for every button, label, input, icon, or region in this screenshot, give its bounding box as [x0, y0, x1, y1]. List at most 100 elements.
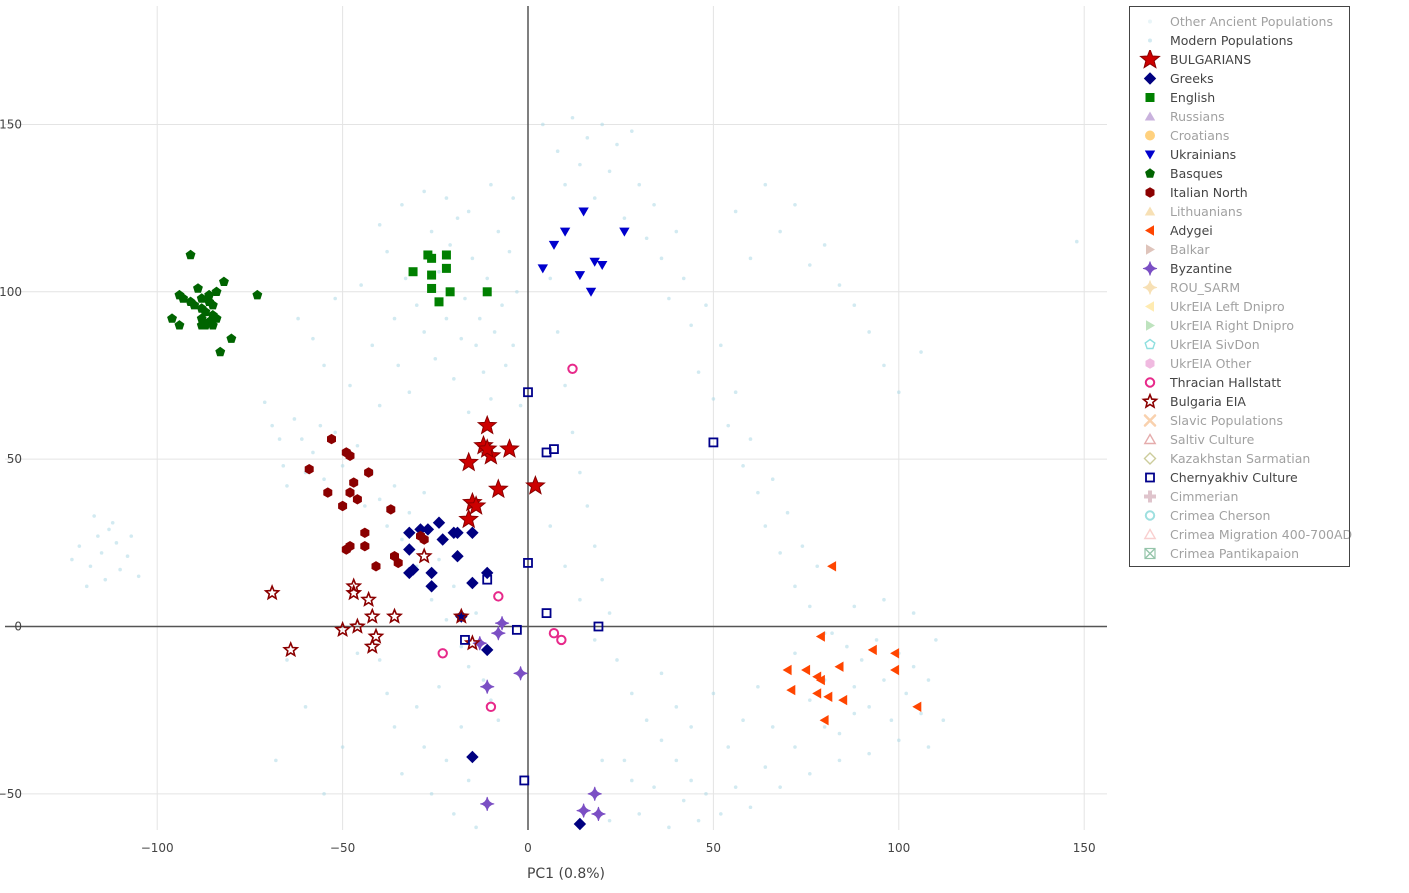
point-modern-populations	[763, 182, 768, 187]
point-modern-populations	[808, 604, 812, 609]
legend-item-russians[interactable]: Russians	[1130, 107, 1349, 126]
legend-item-rou-sarm[interactable]: ROU_SARM	[1130, 278, 1349, 297]
legend-marker-ukreia-sivdon	[1144, 338, 1156, 350]
legend-item-cimmerian[interactable]: Cimmerian	[1130, 487, 1349, 506]
point-greeks	[421, 523, 435, 536]
point-chernyakhiv-culture	[541, 608, 552, 619]
point-modern-populations	[507, 249, 512, 254]
point-english	[427, 270, 437, 280]
legend-item-byzantine[interactable]: Byzantine	[1130, 259, 1349, 278]
point-greeks	[406, 563, 420, 576]
point-modern-populations	[689, 778, 693, 783]
legend-item-modern-populations[interactable]: Modern Populations	[1130, 31, 1349, 50]
legend-symbol	[1146, 320, 1155, 331]
point-modern-populations	[822, 243, 827, 247]
point-italian-north	[360, 527, 370, 538]
point-adygei	[823, 691, 833, 702]
point-bulgaria-eia	[463, 634, 481, 651]
legend-item-ukreia-sivdon[interactable]: UkrEIA SivDon	[1130, 335, 1349, 354]
point-modern-populations	[793, 584, 797, 589]
legend-symbol	[1143, 433, 1157, 445]
legend-item-other-ancient-populations[interactable]: Other Ancient Populations	[1130, 12, 1349, 31]
legend-symbol	[1141, 392, 1159, 409]
legend-item-adygei[interactable]: Adygei	[1130, 221, 1349, 240]
legend-item-chernyakhiv-culture[interactable]: Chernyakhiv Culture	[1130, 468, 1349, 487]
legend-item-balkar[interactable]: Balkar	[1130, 240, 1349, 259]
point-chernyakhiv-culture	[541, 447, 552, 458]
point-modern-populations	[333, 430, 337, 435]
legend-item-thracian-hallstatt[interactable]: Thracian Hallstatt	[1130, 373, 1349, 392]
point-modern-populations	[615, 658, 619, 662]
marker-spikes	[491, 626, 506, 641]
legend-item-english[interactable]: English	[1130, 88, 1349, 107]
legend-item-ukreia-other[interactable]: UkrEIA Other	[1130, 354, 1349, 373]
point-modern-populations	[882, 678, 886, 682]
point-bulgarians	[458, 508, 479, 529]
legend-marker-thracian-hallstatt	[1144, 377, 1156, 388]
legend-item-ukreia-left-dnipro[interactable]: UkrEIA Left Dnipro	[1130, 297, 1349, 316]
legend-item-crimea-pantikapaion[interactable]: Crimea Pantikapaion	[1130, 544, 1349, 563]
point-modern-populations	[733, 209, 738, 214]
legend-item-bulgaria-eia[interactable]: Bulgaria EIA	[1130, 392, 1349, 411]
y-tick-label: 150	[0, 117, 22, 131]
point-modern-populations	[578, 162, 582, 167]
point-modern-populations	[429, 229, 434, 234]
legend-item-italian-north[interactable]: Italian North	[1130, 183, 1349, 202]
point-modern-populations	[711, 397, 716, 401]
legend-item-lithuanians[interactable]: Lithuanians	[1130, 202, 1349, 221]
legend-label: UkrEIA Right Dnipro	[1170, 318, 1294, 333]
point-ukrainians	[578, 207, 589, 217]
point-modern-populations	[600, 122, 604, 127]
legend-label: Slavic Populations	[1170, 413, 1283, 428]
point-thracian-hallstatt	[556, 634, 567, 646]
point-modern-populations	[311, 450, 315, 455]
legend-item-basques[interactable]: Basques	[1130, 164, 1349, 183]
point-modern-populations	[859, 658, 864, 662]
legend-symbol	[1144, 206, 1156, 216]
point-byzantine	[576, 803, 591, 818]
point-bulgaria-eia	[385, 607, 404, 624]
point-modern-populations	[607, 169, 612, 174]
point-basques	[185, 249, 196, 260]
legend-item-ukreia-right-dnipro[interactable]: UkrEIA Right Dnipro	[1130, 316, 1349, 335]
point-english	[408, 267, 418, 277]
legend-item-slavic-populations[interactable]: Slavic Populations	[1130, 411, 1349, 430]
point-modern-populations	[392, 725, 397, 729]
point-modern-populations	[466, 410, 471, 415]
legend-label: Greeks	[1170, 71, 1214, 86]
legend-item-ukrainians[interactable]: Ukrainians	[1130, 145, 1349, 164]
point-modern-populations	[867, 330, 871, 334]
legend-marker-crimea-pantikapaion	[1144, 547, 1156, 560]
point-modern-populations	[911, 664, 916, 669]
point-modern-populations	[496, 718, 501, 723]
point-modern-populations	[437, 557, 441, 562]
legend-item-crimea-migration-400-700ad[interactable]: Crimea Migration 400-700AD	[1130, 525, 1352, 544]
point-modern-populations	[92, 514, 96, 518]
point-modern-populations	[926, 745, 931, 749]
point-modern-populations	[748, 437, 753, 441]
legend-item-crimea-cherson[interactable]: Crimea Cherson	[1130, 506, 1349, 525]
point-modern-populations	[322, 477, 326, 482]
point-modern-populations	[852, 684, 857, 689]
point-greeks	[466, 526, 479, 539]
series-thracian-hallstatt	[437, 363, 578, 713]
x-axis-title: PC1 (0.8%)	[527, 866, 605, 882]
legend-item-bulgarians[interactable]: BULGARIANS	[1130, 50, 1349, 69]
series-basques	[167, 249, 263, 357]
point-modern-populations	[548, 276, 553, 281]
point-italian-north	[304, 464, 314, 475]
point-modern-populations	[333, 296, 337, 301]
legend-item-kazakhstan-sarmatian[interactable]: Kazakhstan Sarmatian	[1130, 449, 1349, 468]
legend-item-greeks[interactable]: Greeks	[1130, 69, 1349, 88]
legend-item-croatians[interactable]: Croatians	[1130, 126, 1349, 145]
point-modern-populations	[904, 691, 909, 696]
legend-label: UkrEIA SivDon	[1170, 337, 1260, 352]
point-modern-populations	[515, 290, 519, 294]
point-modern-populations	[270, 423, 274, 428]
point-modern-populations	[88, 564, 93, 569]
point-modern-populations	[355, 443, 360, 448]
point-modern-populations	[770, 725, 775, 729]
legend-item-saltiv-culture[interactable]: Saltiv Culture	[1130, 430, 1349, 449]
point-modern-populations	[667, 296, 671, 301]
